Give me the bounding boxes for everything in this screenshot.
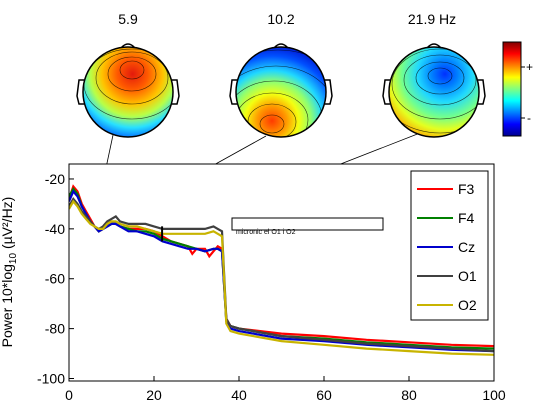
topomap-2: 10.2 (229, 11, 333, 138)
topomap-head (83, 47, 173, 137)
topomap-head (236, 47, 326, 137)
x-tick-label: 20 (146, 387, 162, 403)
topomap-freq-label: 5.9 (118, 11, 138, 27)
legend-label: O2 (458, 297, 477, 313)
x-tick-label: 60 (316, 387, 332, 403)
y-axis-label: Power 10*log10 (µV²/Hz) (0, 197, 19, 348)
axes-frame (68, 163, 495, 382)
y-tick-label: -40 (45, 221, 65, 237)
legend: F3 F4 Cz O1 O2 (410, 170, 489, 321)
colorbar: + - (502, 41, 533, 137)
y-tick-label: -60 (45, 271, 65, 287)
legend-label: Cz (458, 239, 475, 255)
colorbar-minus-label: - (527, 111, 531, 125)
topomap-3: 21.9 Hz (382, 11, 486, 138)
annotation-box (231, 217, 384, 231)
topomap-head (389, 47, 479, 137)
x-tick-label: 40 (231, 387, 247, 403)
x-tick-label: 80 (401, 387, 417, 403)
legend-label: F4 (458, 210, 475, 226)
topomap-freq-label: 10.2 (267, 11, 294, 27)
topomap-1: 5.9 (76, 11, 180, 138)
legend-box (410, 170, 489, 321)
x-tick-label: 0 (65, 387, 73, 403)
y-tick-label: -100 (37, 371, 65, 387)
y-tick-label: -80 (45, 321, 65, 337)
annotation-text: micronic el O1 i O2 (236, 229, 296, 236)
colorbar-plus-label: + (526, 60, 533, 74)
x-tick-label: 100 (482, 387, 506, 403)
legend-label: F3 (458, 181, 475, 197)
topomap-freq-label: 21.9 Hz (408, 11, 456, 27)
colorbar-gradient (502, 41, 522, 137)
legend-label: O1 (458, 268, 477, 284)
y-tick-label: -20 (45, 171, 65, 187)
